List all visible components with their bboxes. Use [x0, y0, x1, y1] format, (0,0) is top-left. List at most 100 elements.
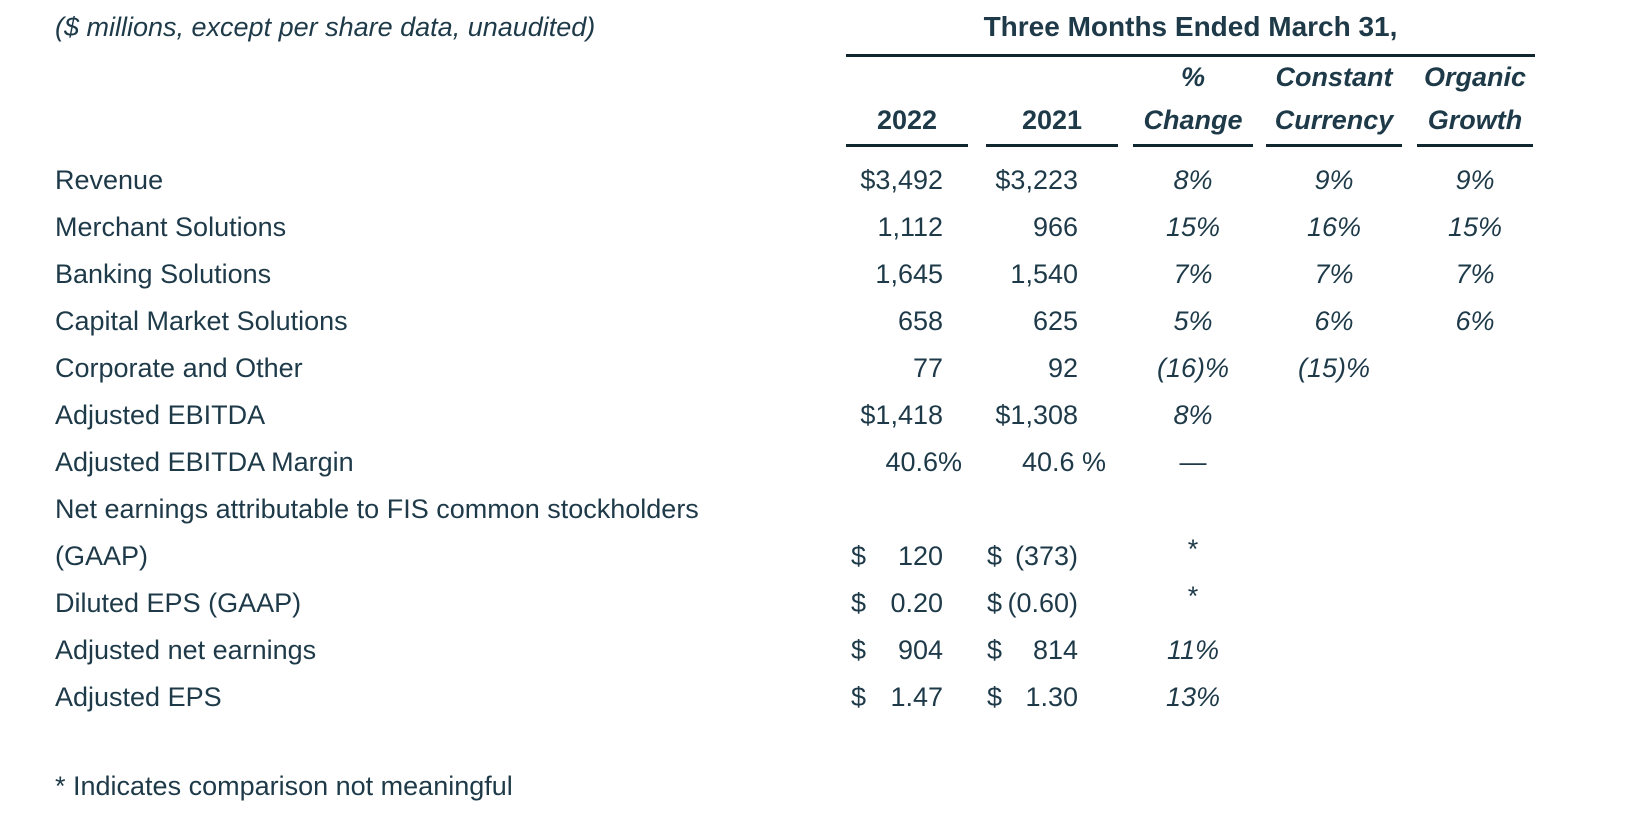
cell-constant-currency: 9% — [1314, 165, 1354, 195]
table-row: Banking Solutions 1,645 1,540 7% 7% 7% — [0, 251, 1646, 298]
not-meaningful-asterisk: * — [1187, 534, 1199, 564]
cell-2021: $814 — [986, 627, 1118, 674]
cell-2022: 658 — [897, 306, 943, 336]
dollar-sign: $ — [987, 635, 1003, 665]
cell-pct-change: (16)% — [1156, 353, 1230, 383]
row-label: Banking Solutions — [55, 259, 272, 289]
table-row: Corporate and Other 77 92 (16)% (15)% — [0, 345, 1646, 392]
not-meaningful-asterisk: * — [1187, 581, 1199, 611]
cell-pct-change: — — [1133, 439, 1253, 486]
dollar-sign: $ — [987, 682, 1003, 712]
footnote: * Indicates comparison not meaningful — [55, 771, 513, 801]
table-row: (GAAP) $120 $ (373) * — [0, 533, 1646, 580]
cell-2022: 1,112 — [877, 212, 943, 242]
row-label: Merchant Solutions — [55, 212, 287, 242]
cell-organic-growth: 6% — [1455, 306, 1495, 336]
row-label: Adjusted EPS — [55, 682, 222, 712]
row-label: Revenue — [55, 165, 164, 195]
table-row: Adjusted net earnings $904 $814 11% — [0, 627, 1646, 674]
cell-2021: 92 — [1047, 353, 1078, 383]
cell-pct-change: 15% — [1165, 212, 1221, 242]
row-label: Diluted EPS (GAAP) — [55, 588, 302, 618]
column-header-pct-line1: % — [1180, 62, 1205, 92]
cell-2021: 1,540 — [1010, 259, 1078, 289]
table-row: Adjusted EBITDA Margin 40.6% 40.6 % — — [0, 439, 1646, 486]
table-row: Adjusted EPS $1.47 $1.30 13% — [0, 674, 1646, 721]
column-rule-organic-growth — [1417, 144, 1533, 147]
cell-2021: $ (373) — [986, 533, 1118, 580]
cell-2022: 1,645 — [875, 259, 943, 289]
cell-constant-currency: 7% — [1314, 259, 1354, 289]
amount: 120 — [897, 541, 943, 571]
column-header-organic-growth-line1: Organic — [1423, 62, 1527, 92]
table-row: Revenue $3,492 $3,223 8% 9% 9% — [0, 157, 1646, 204]
table-row: Merchant Solutions 1,112 966 15% 16% 15% — [0, 204, 1646, 251]
cell-constant-currency: (15)% — [1297, 353, 1371, 383]
cell-2021: 966 — [1032, 212, 1078, 242]
cell-pct-change: 7% — [1173, 259, 1213, 289]
cell-pct-change: 13% — [1165, 682, 1221, 712]
column-header-2021: 2021 — [1021, 105, 1083, 135]
amount: (373) — [1014, 541, 1078, 571]
cell-2022: 77 — [912, 353, 943, 383]
cell-2022: $120 — [846, 533, 968, 580]
cell-organic-growth: 15% — [1447, 212, 1503, 242]
cell-organic-growth: 9% — [1455, 165, 1495, 195]
cell-2021: $3,223 — [995, 165, 1078, 195]
dollar-sign: $ — [851, 635, 867, 665]
cell-2022: $1,418 — [860, 400, 943, 430]
cell-constant-currency: 16% — [1306, 212, 1362, 242]
amount: 1.47 — [890, 682, 943, 712]
cell-2022: $904 — [846, 627, 968, 674]
amount: 0.20 — [890, 588, 943, 618]
dollar-sign: $ — [851, 541, 867, 571]
dollar-sign: $ — [987, 541, 1003, 571]
cell-pct-change: 8% — [1173, 400, 1213, 430]
cell-pct-change: 11% — [1166, 635, 1220, 665]
column-header-2022: 2022 — [876, 105, 938, 135]
cell-2022: $3,492 — [860, 165, 943, 195]
amount: (0.60) — [1007, 588, 1078, 618]
amount: 1.30 — [1025, 682, 1078, 712]
cell-2022: $1.47 — [846, 674, 968, 721]
period-group-header: Three Months Ended March 31, — [983, 11, 1398, 42]
cell-constant-currency: 6% — [1314, 306, 1354, 336]
row-label: Corporate and Other — [55, 353, 303, 383]
column-rule-constant-currency — [1266, 144, 1402, 147]
column-rule-2022 — [846, 144, 968, 147]
cell-2021: $ (0.60) — [986, 580, 1118, 627]
cell-pct-change: * — [1133, 533, 1253, 580]
cell-2022: $0.20 — [846, 580, 968, 627]
table-row: Net earnings attributable to FIS common … — [0, 486, 1646, 533]
cell-2021: 40.6 % — [1021, 447, 1106, 477]
dollar-sign: $ — [987, 588, 1003, 618]
cell-pct-change: * — [1133, 580, 1253, 627]
group-header-rule — [846, 54, 1535, 57]
column-rule-2021 — [986, 144, 1118, 147]
cell-pct-change: 8% — [1173, 165, 1213, 195]
amount: 904 — [897, 635, 943, 665]
row-label: Adjusted net earnings — [55, 635, 317, 665]
cell-2021: $1,308 — [995, 400, 1078, 430]
cell-organic-growth — [1417, 345, 1533, 392]
cell-organic-growth: 7% — [1455, 259, 1495, 289]
dollar-sign: $ — [851, 682, 867, 712]
row-label: Adjusted EBITDA Margin — [55, 447, 354, 477]
column-rule-pct-change — [1133, 144, 1253, 147]
em-dash: — — [1179, 447, 1207, 477]
table-row: Diluted EPS (GAAP) $0.20 $ (0.60) * — [0, 580, 1646, 627]
cell-2022: 40.6% — [885, 447, 962, 477]
dollar-sign: $ — [851, 588, 867, 618]
column-header-pct-line2: Change — [1143, 105, 1243, 135]
column-header-constant-currency-line1: Constant — [1275, 62, 1393, 92]
units-note: ($ millions, except per share data, unau… — [55, 12, 596, 42]
cell-2021: $1.30 — [986, 674, 1118, 721]
table-row: Capital Market Solutions 658 625 5% 6% 6… — [0, 298, 1646, 345]
row-label: Net earnings attributable to FIS common … — [55, 494, 699, 524]
column-header-organic-growth-line2: Growth — [1427, 105, 1523, 135]
amount: 814 — [1032, 635, 1078, 665]
cell-2021: 625 — [1032, 306, 1078, 336]
column-header-constant-currency-line2: Currency — [1274, 105, 1394, 135]
row-label: Capital Market Solutions — [55, 306, 348, 336]
